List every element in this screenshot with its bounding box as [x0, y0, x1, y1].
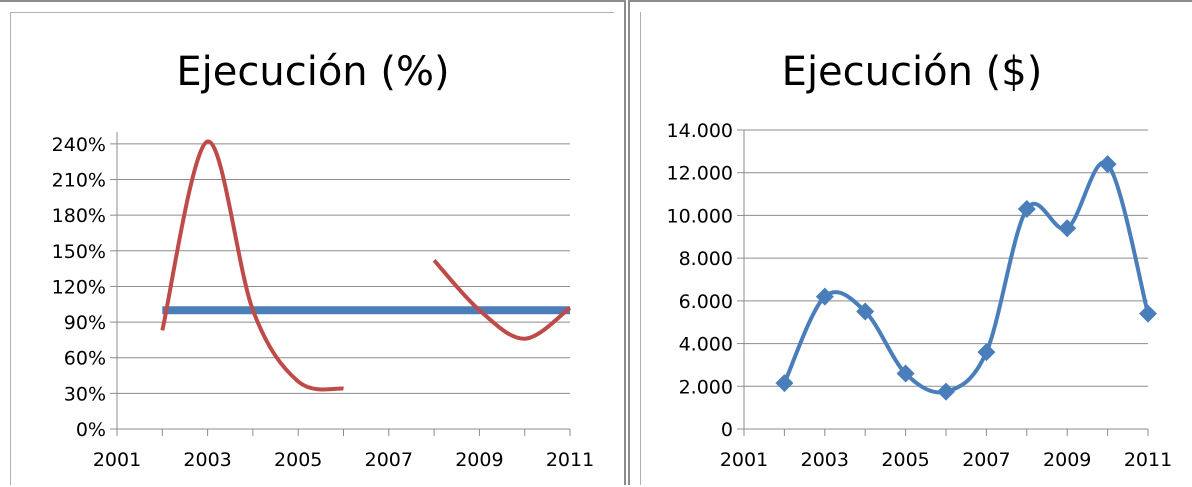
series-line-2 — [432, 258, 572, 341]
chart-title: Ejecución (%) — [176, 49, 449, 95]
x-tick-label: 2003 — [183, 449, 231, 471]
chart-panel-amount: Ejecución ($) 0 2.000 4.000 6.000 8.000 10.00… — [628, 0, 1192, 485]
x-tick-label: 2001 — [720, 449, 768, 471]
series-line-1 — [160, 139, 344, 392]
chart-title: Ejecución ($) — [782, 49, 1043, 95]
data-point-marker — [856, 302, 875, 321]
percent-chart-svg: Ejecución (%) 0% 30% 60% 90% 120% 150% 180% 210… — [52, 49, 595, 471]
chart-panel-percent: Ejecución (%) 0% 30% 60% 90% 120% 150% 180% 210… — [0, 0, 626, 485]
y-tick-label: 60% — [64, 348, 106, 370]
x-tick-label: 2011 — [1124, 449, 1172, 471]
data-point-marker — [1098, 155, 1117, 174]
y-tick-label: 240% — [52, 134, 106, 156]
data-point-marker — [977, 343, 996, 362]
y-tick-label: 2.000 — [679, 376, 733, 398]
x-tick-label: 2007 — [365, 449, 413, 471]
data-point-marker — [1017, 200, 1036, 219]
data-point-marker — [815, 287, 834, 306]
x-tick-label: 2005 — [274, 449, 322, 471]
y-tick-label: 90% — [64, 312, 106, 334]
data-point-marker — [1058, 219, 1077, 238]
y-tick-label: 210% — [52, 170, 106, 192]
x-tick-label: 2009 — [455, 449, 503, 471]
x-tick-label: 2005 — [881, 449, 929, 471]
x-tick-label: 2009 — [1043, 449, 1091, 471]
amount-chart-svg: Ejecución ($) 0 2.000 4.000 6.000 8.000 10.00… — [667, 49, 1173, 471]
y-tick-label: 8.000 — [679, 248, 733, 270]
y-tick-label: 12.000 — [667, 163, 733, 185]
x-tick-label: 2011 — [546, 449, 594, 471]
data-point-marker — [775, 374, 794, 393]
y-tick-label: 6.000 — [679, 291, 733, 313]
x-tick-label: 2001 — [93, 449, 141, 471]
y-tick-label: 4.000 — [679, 334, 733, 356]
y-tick-label: 180% — [52, 205, 106, 227]
series-line-0 — [782, 160, 1150, 395]
y-tick-label: 10.000 — [667, 205, 733, 227]
y-tick-label: 120% — [52, 276, 106, 298]
x-tick-label: 2007 — [962, 449, 1010, 471]
y-tick-label: 30% — [64, 383, 106, 405]
y-tick-label: 0% — [76, 419, 106, 441]
y-tick-label: 150% — [52, 241, 106, 263]
x-tick-label: 2003 — [801, 449, 849, 471]
y-tick-label: 14.000 — [667, 120, 733, 142]
data-point-marker — [1139, 304, 1157, 323]
y-tick-label: 0 — [721, 419, 733, 441]
data-point-marker — [937, 382, 955, 401]
data-point-marker — [896, 364, 915, 383]
